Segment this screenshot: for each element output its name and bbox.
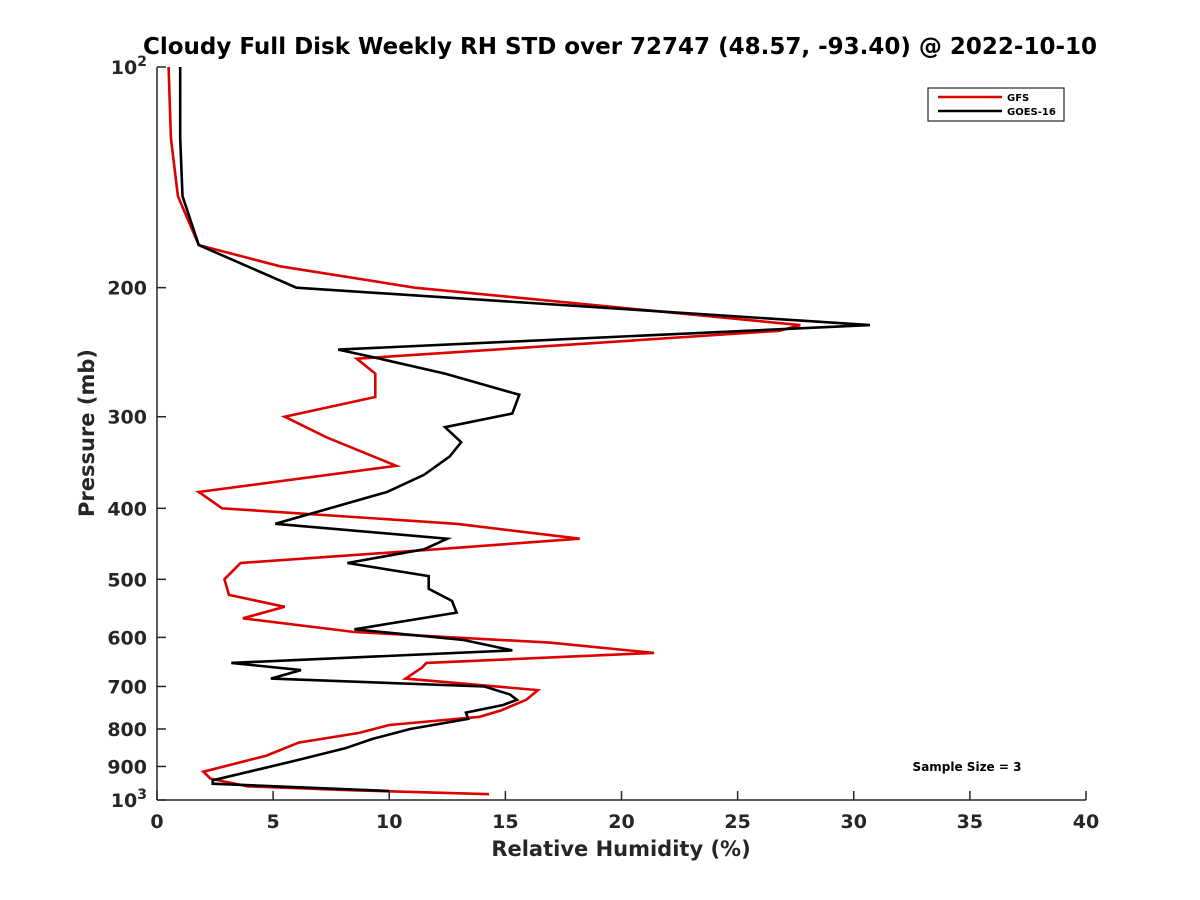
x-ticks: 0 5 10 15 20 25 30 35 40: [150, 791, 1099, 833]
series-line-gfs: [167, 66, 801, 796]
y-tick-label: 200: [107, 278, 147, 300]
y-tick-label: 800: [107, 719, 147, 741]
y-tick-label: 700: [107, 676, 147, 698]
y-tick-label: 102: [111, 54, 147, 79]
legend-box: [927, 87, 1065, 122]
y-axis-label: Pressure (mb): [75, 349, 99, 517]
plot-lines: [167, 66, 871, 796]
series-line-goes16: [178, 67, 871, 793]
x-tick-label: 25: [724, 811, 750, 833]
legend: GFS GOES-16: [927, 87, 1065, 122]
x-tick-label: 5: [267, 811, 280, 833]
y-tick-label: 300: [107, 407, 147, 429]
x-tick-label: 20: [608, 811, 634, 833]
y-tick-label: 400: [107, 498, 147, 520]
x-tick-label: 40: [1073, 811, 1099, 833]
y-tick-label: 600: [107, 627, 147, 649]
x-tick-label: 10: [376, 811, 402, 833]
y-tick-label: 900: [107, 756, 147, 778]
legend-label-goes16: GOES-16: [1007, 107, 1056, 118]
x-tick-label: 15: [492, 811, 518, 833]
chart-title: Cloudy Full Disk Weekly RH STD over 7274…: [143, 34, 1097, 60]
sample-size-annotation: Sample Size = 3: [913, 760, 1022, 774]
x-tick-label: 0: [150, 811, 163, 833]
x-axis-label: Relative Humidity (%): [491, 837, 750, 861]
y-tick-label: 500: [107, 569, 147, 591]
y-tick-label: 103: [111, 787, 147, 812]
x-tick-label: 30: [841, 811, 867, 833]
y-ticks: 102 200 300 400 500 600 700 800 900 103: [107, 54, 166, 812]
legend-label-gfs: GFS: [1007, 93, 1029, 104]
x-tick-label: 35: [957, 811, 983, 833]
